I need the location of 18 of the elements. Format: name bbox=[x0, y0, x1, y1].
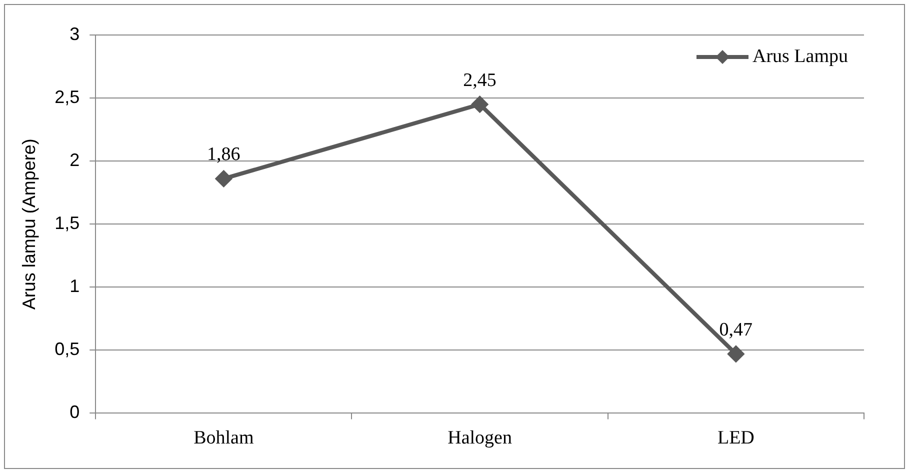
y-axis-title: Arus lampu (Ampere) bbox=[18, 138, 39, 310]
legend-label: Arus Lampu bbox=[752, 46, 848, 67]
point bbox=[216, 170, 232, 187]
y-tick-label: 2,5 bbox=[54, 87, 80, 107]
data-label: 1,86 bbox=[207, 144, 240, 166]
point bbox=[728, 346, 744, 362]
x-tick-label: Bohlam bbox=[194, 428, 254, 449]
y-tick-label: 3 bbox=[70, 24, 80, 44]
data-label: 0,47 bbox=[719, 319, 753, 340]
x-tick-label: Halogen bbox=[448, 428, 512, 449]
point bbox=[472, 96, 488, 112]
y-tick-label: 0 bbox=[70, 402, 80, 422]
data-label: 2,45 bbox=[463, 70, 496, 91]
y-tick-label: 0,5 bbox=[54, 339, 80, 360]
y-tick-label: 2 bbox=[70, 150, 80, 170]
x-tick-label: LED bbox=[717, 428, 754, 449]
y-tick-label: 1,5 bbox=[54, 213, 80, 234]
y-tick-label: 1 bbox=[70, 276, 80, 296]
